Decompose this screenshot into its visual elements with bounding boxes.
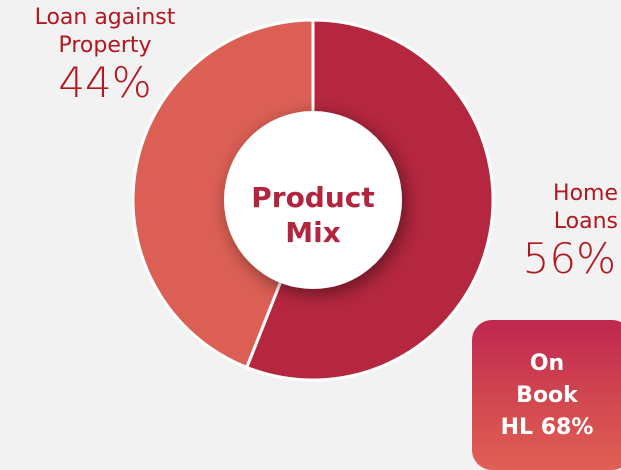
donut-center-circle — [224, 111, 402, 289]
donut-slice-loan-against-property — [131, 18, 315, 369]
slice-name-home-line2: Loans — [553, 208, 618, 234]
chart-title-line1: Product — [251, 181, 375, 214]
chart-title: Product Mix — [223, 145, 403, 285]
slice-label-home-loans: Home Loans 56% — [508, 180, 618, 283]
slice-name-lap-line1: Loan against — [34, 5, 176, 30]
slice-name-home-line1: Home — [553, 181, 618, 206]
badge-line2: Book — [516, 382, 578, 408]
slice-label-loan-against-property: Loan against Property 44% — [0, 4, 210, 107]
on-book-hl-badge: On Book HL 68% — [472, 320, 621, 470]
badge-line1: On — [529, 351, 565, 376]
slice-value-lap: 44% — [58, 58, 152, 107]
badge-line3: HL 68% — [500, 414, 594, 440]
chart-title-line2: Mix — [285, 216, 341, 249]
slice-name-lap-line2: Property — [58, 32, 152, 58]
slice-value-home: 56% — [522, 234, 616, 283]
